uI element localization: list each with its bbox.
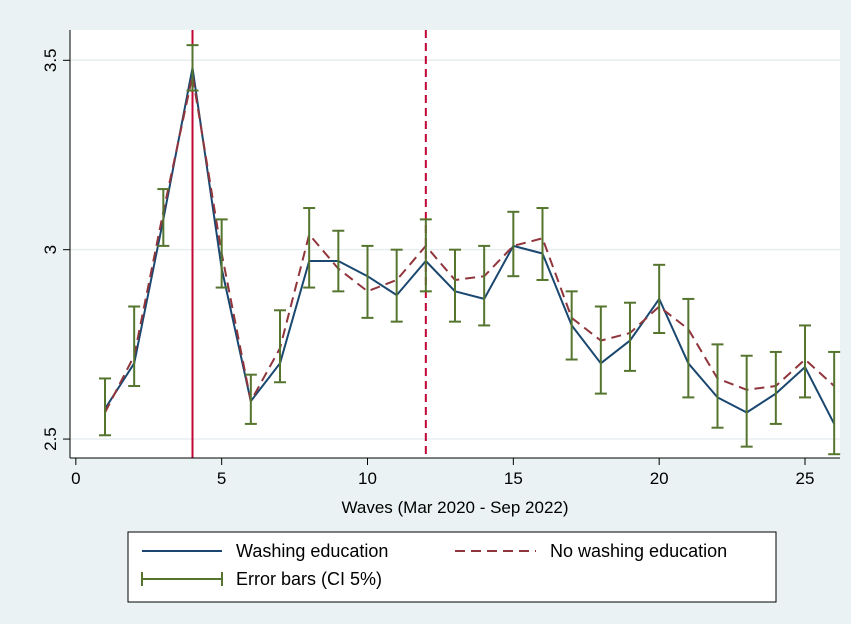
series-line-0 (104, 66, 836, 425)
error-bar (99, 377, 111, 437)
error-bar (215, 218, 228, 289)
legend: Washing education No washing education E… (127, 531, 777, 603)
error-bar (128, 305, 141, 388)
error-bar (653, 263, 666, 335)
error-bar (244, 373, 257, 425)
error-bar (449, 248, 461, 323)
error-bar (507, 210, 520, 278)
y-tick-label: 2.5 (41, 427, 60, 451)
error-bar (624, 301, 636, 372)
x-tick-label: 0 (71, 469, 80, 488)
error-bars (99, 44, 841, 456)
series-line-1 (104, 74, 835, 413)
legend-label-error-bars: Error bars (CI 5%) (236, 569, 382, 589)
error-bar (419, 218, 432, 293)
error-bar (303, 207, 316, 289)
axes (69, 30, 840, 459)
plot-region (70, 30, 840, 458)
y-tick-label: 3 (41, 245, 60, 254)
error-bar (186, 44, 199, 92)
error-bar (390, 248, 403, 323)
error-bar (157, 188, 170, 247)
error-bar (332, 229, 345, 293)
x-ticks: 0 5 10 15 20 25 (71, 458, 814, 488)
error-bar (740, 354, 753, 448)
x-axis-title: Waves (Mar 2020 - Sep 2022) (341, 498, 568, 517)
legend-label-no-washing: No washing education (550, 541, 727, 561)
error-bar (828, 350, 841, 456)
error-bar (799, 324, 811, 399)
x-tick-label: 10 (358, 469, 377, 488)
x-tick-label: 15 (504, 469, 523, 488)
error-bar (274, 309, 286, 384)
y-tick-label: 3.5 (41, 48, 60, 72)
error-bar (682, 297, 695, 399)
x-tick-label: 5 (217, 469, 226, 488)
error-bar (565, 290, 578, 361)
x-tick-label: 25 (796, 469, 815, 488)
legend-swatch-error-bars (141, 572, 223, 586)
y-ticks: 2.5 3 3.5 (41, 48, 70, 451)
legend-box (127, 531, 777, 603)
series-lines (104, 66, 836, 425)
error-bar (711, 343, 724, 429)
error-bar (361, 244, 374, 319)
x-tick-label: 20 (650, 469, 669, 488)
error-bar (769, 350, 782, 425)
legend-label-washing: Washing education (236, 541, 388, 561)
error-bar (594, 305, 607, 395)
error-bar (536, 207, 549, 281)
error-bar (478, 244, 491, 327)
